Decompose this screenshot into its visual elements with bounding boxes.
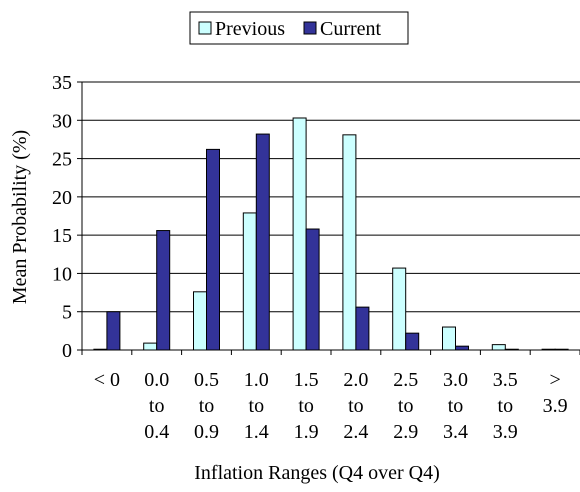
x-tick-label: to xyxy=(398,395,414,417)
x-tick-label: 0.4 xyxy=(144,421,169,443)
bar-previous-3 xyxy=(242,212,257,351)
x-tick-label: 2.4 xyxy=(343,421,368,443)
x-tick-label: 1.4 xyxy=(244,421,269,443)
x-tick-label: 3.9 xyxy=(543,395,568,417)
legend: Previous Current xyxy=(189,11,409,45)
x-tick-label: 0.5 xyxy=(194,369,219,391)
y-axis-label: Mean Probability (%) xyxy=(9,130,31,304)
x-tick-label: to xyxy=(298,395,314,417)
x-tick-label: 3.4 xyxy=(443,421,468,443)
legend-swatch-previous xyxy=(198,21,212,35)
bar-current-1 xyxy=(156,230,171,351)
legend-label-current: Current xyxy=(320,18,382,40)
y-tick-label: 25 xyxy=(52,149,72,171)
y-tick-label: 10 xyxy=(52,263,72,285)
x-tick-label: 2.9 xyxy=(393,421,418,443)
bar-current-0 xyxy=(106,311,121,351)
x-tick-label: to xyxy=(149,395,165,417)
x-tick-label: 3.9 xyxy=(493,421,518,443)
bar-previous-2 xyxy=(193,291,207,351)
bar-current-4 xyxy=(305,228,320,351)
legend-swatch-current xyxy=(303,21,317,35)
y-tick-labels: 0 5 10 15 20 25 30 35 xyxy=(52,72,72,362)
y-tick-label: 0 xyxy=(62,340,72,362)
x-tick-label: to xyxy=(348,395,364,417)
x-tick-label: < 0 xyxy=(94,369,120,391)
axes xyxy=(77,81,580,355)
bar-current-5 xyxy=(355,306,370,351)
x-tick-label: 2.5 xyxy=(393,369,418,391)
bar-current-7 xyxy=(455,345,469,351)
x-tick-label: 3.5 xyxy=(493,369,518,391)
bar-current-6 xyxy=(405,332,420,351)
bar-previous-4 xyxy=(292,117,307,351)
x-tick-label: 0.9 xyxy=(194,421,219,443)
bar-previous-7 xyxy=(442,326,456,351)
x-tick-label: 3.0 xyxy=(443,369,468,391)
x-tick-label: 1.9 xyxy=(294,421,319,443)
bars xyxy=(93,117,569,351)
x-tick-label: 0.0 xyxy=(144,369,169,391)
x-tick-label: 1.0 xyxy=(244,369,269,391)
x-tick-label: to xyxy=(498,395,514,417)
legend-label-previous: Previous xyxy=(215,18,285,40)
y-tick-label: 35 xyxy=(52,72,72,94)
x-tick-label: to xyxy=(249,395,265,417)
x-tick-label: to xyxy=(199,395,215,417)
x-tick-labels: < 0 0.0 to 0.4 0.5 to 0.9 1.0 to 1.4 1.5 to 1.9 2.0 to… xyxy=(94,369,568,443)
y-tick-label: 5 xyxy=(62,302,72,324)
bar-previous-1 xyxy=(143,342,158,351)
x-axis-label: Inflation Ranges (Q4 over Q4) xyxy=(194,462,440,484)
y-tick-label: 30 xyxy=(52,110,72,132)
legend-box xyxy=(189,11,409,45)
x-tick-label: > xyxy=(549,369,560,391)
x-tick-label: to xyxy=(448,395,464,417)
bar-previous-6 xyxy=(392,267,407,351)
bar-current-2 xyxy=(206,148,220,351)
y-tick-label: 15 xyxy=(52,225,72,247)
bar-current-3 xyxy=(255,133,270,351)
y-tick-label: 20 xyxy=(52,187,72,209)
bar-previous-5 xyxy=(342,134,357,351)
bar-previous-8 xyxy=(491,344,506,351)
x-tick-label: 1.5 xyxy=(294,369,319,391)
x-tick-label: 2.0 xyxy=(343,369,368,391)
